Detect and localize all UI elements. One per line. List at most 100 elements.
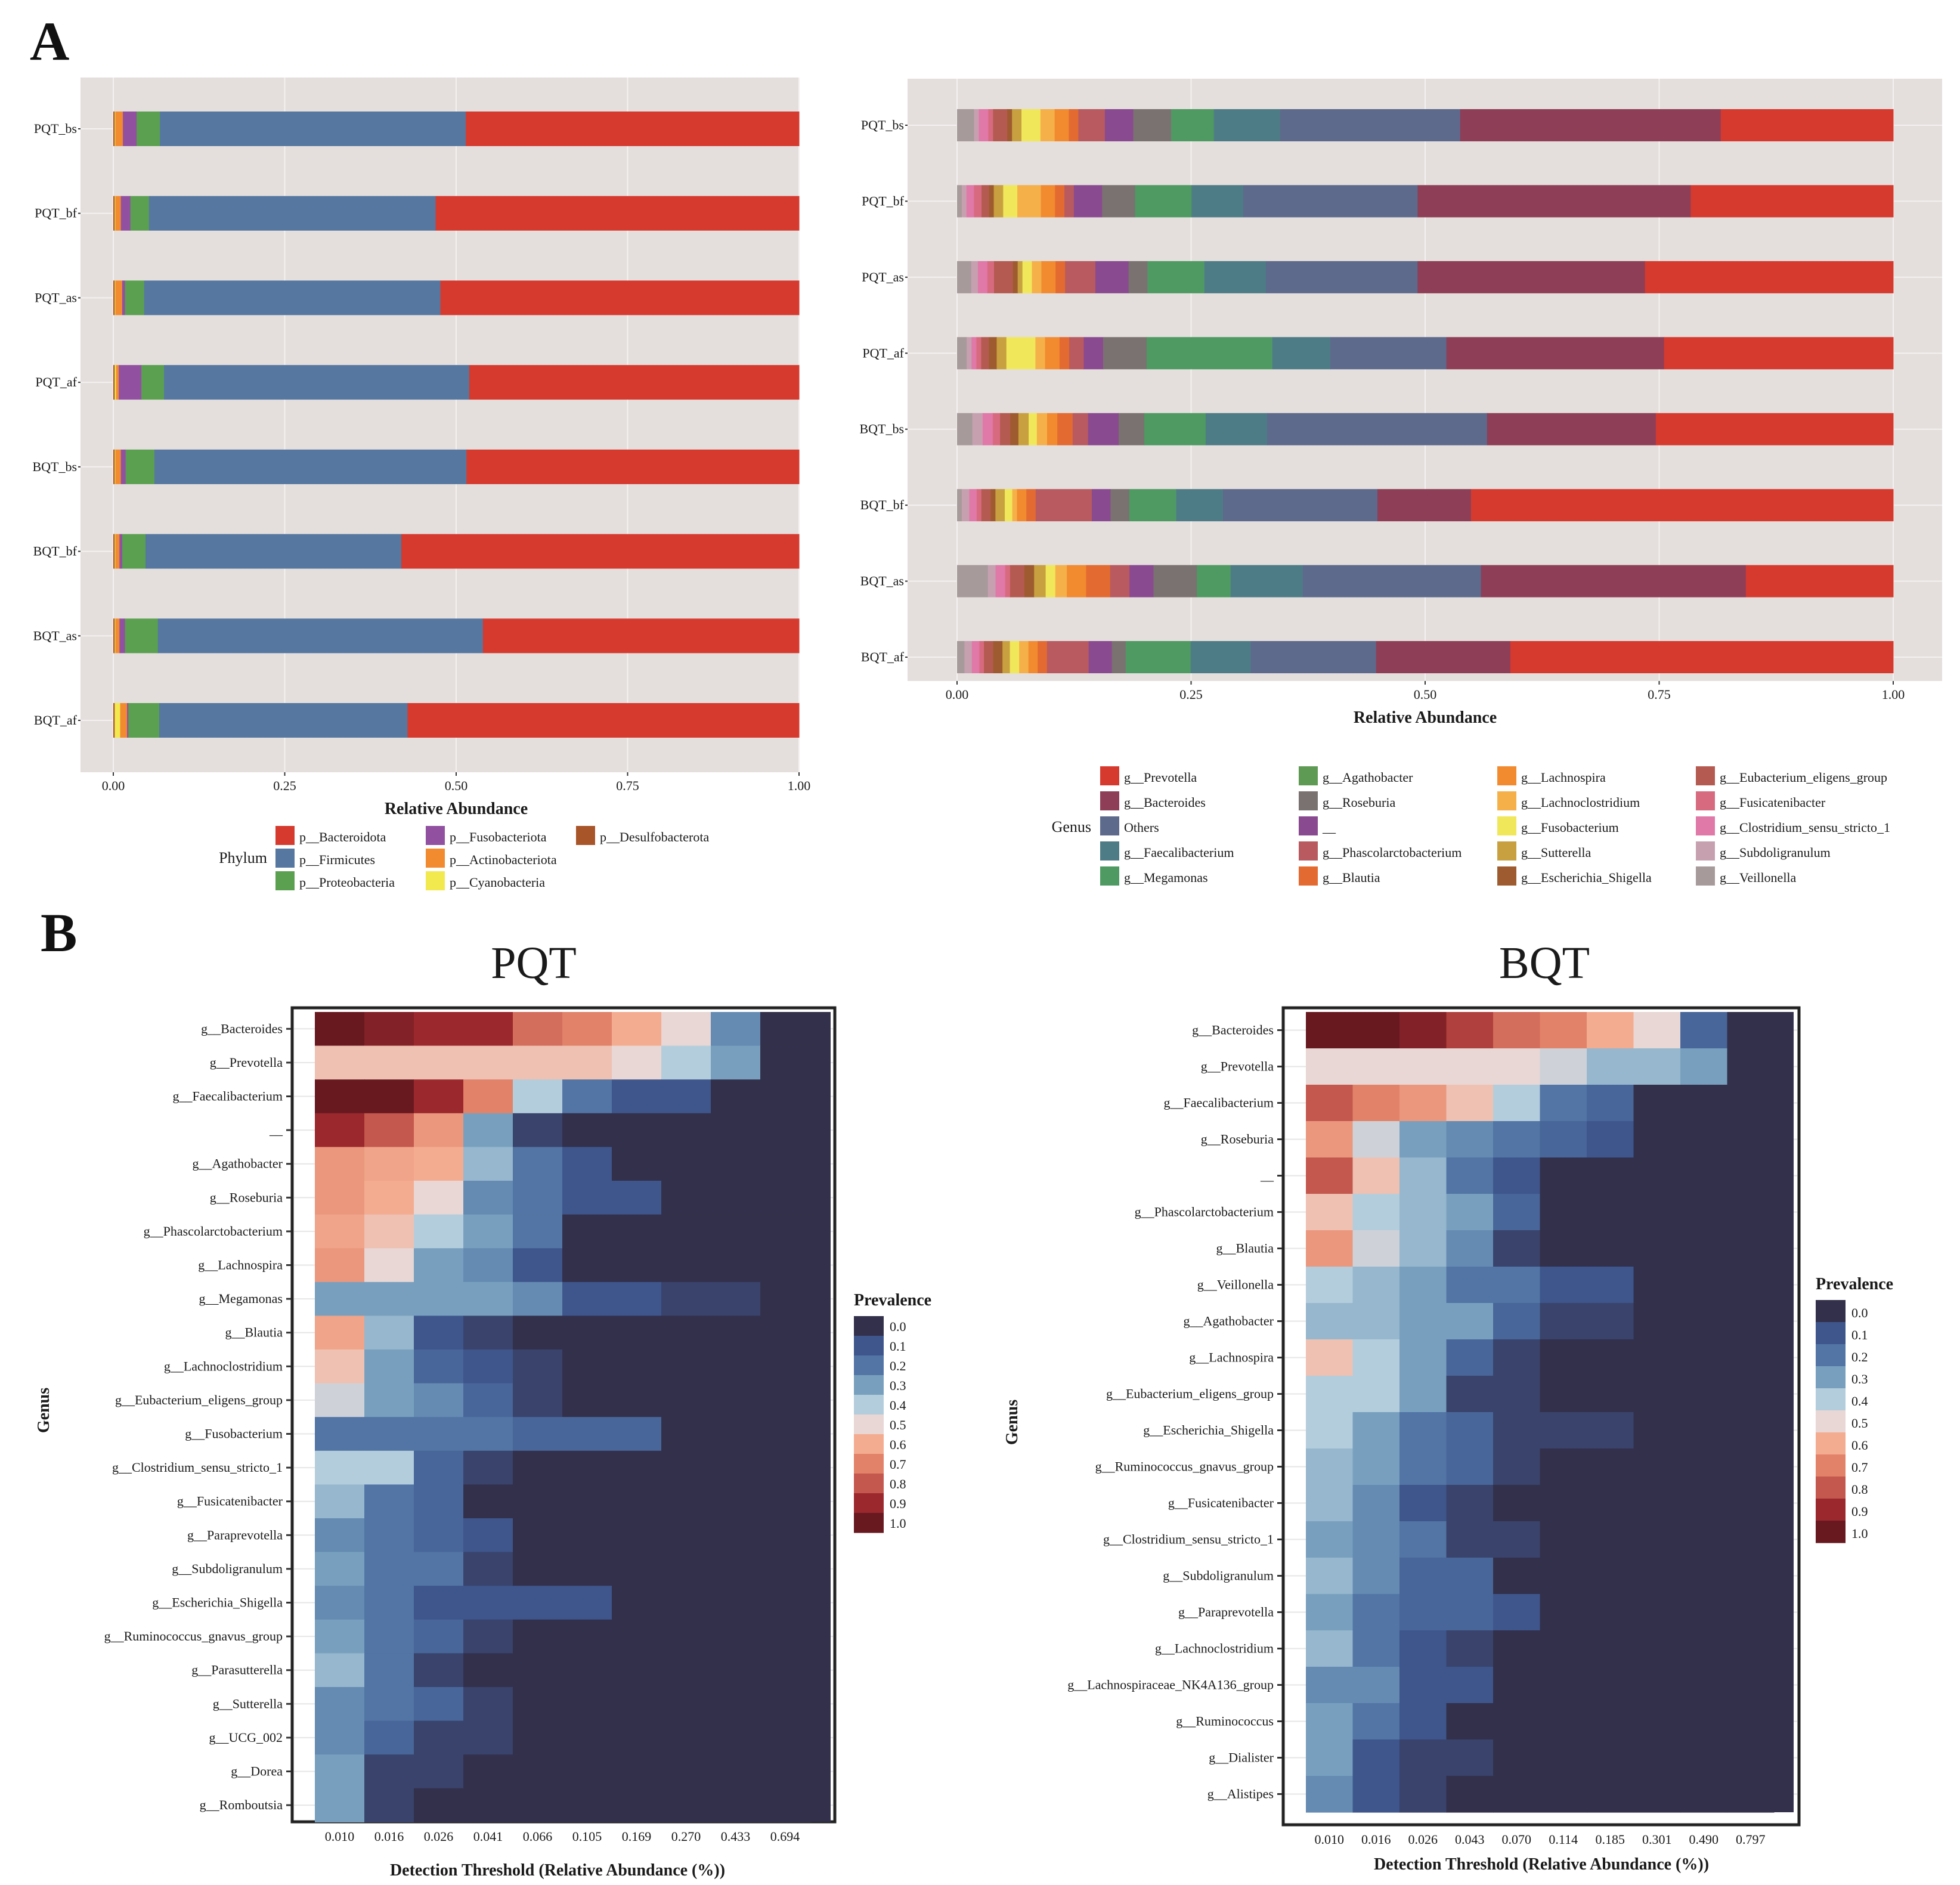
heat-cell xyxy=(1306,1012,1354,1049)
bar-segment-g-fusicatenibacter xyxy=(993,413,1001,445)
heat-cell xyxy=(513,1552,563,1586)
legend-label: 0.1 xyxy=(890,1339,906,1354)
heat-cell xyxy=(661,1383,711,1417)
panel-letter-a: A xyxy=(30,11,69,72)
legend-item-g-blautia: g__Blautia xyxy=(1299,866,1380,886)
legend-item-g-subdoligranulum: g__Subdoligranulum xyxy=(1696,841,1831,861)
bar-segment-p-proteobacteria xyxy=(130,196,150,231)
heat-cell xyxy=(1446,1157,1494,1194)
heat-cell xyxy=(463,1147,513,1181)
bar-segment-p-firmicutes xyxy=(164,365,470,400)
bar-segment-g-clostridium-sensu-stricto-1 xyxy=(971,641,980,673)
y-tick-label: g__Ruminococcus_gnavus_group xyxy=(1095,1459,1274,1474)
bar-segment-g-sutterella xyxy=(1034,565,1046,598)
legend-label: 0.0 xyxy=(890,1319,906,1334)
bar-segment-g-blautia xyxy=(1069,109,1079,141)
legend-item-g-bacteroides: g__Bacteroides xyxy=(1100,791,1206,810)
legend-swatch xyxy=(1100,791,1119,810)
y-tick-label: g__Fusicatenibacter xyxy=(177,1494,283,1509)
legend-item-g-veillonella: g__Veillonella xyxy=(1696,866,1797,886)
bar-segment-g-lachnospira xyxy=(1054,109,1070,141)
heat-cell xyxy=(760,1045,810,1080)
heat-cell xyxy=(1399,1048,1447,1085)
bar-segment-g-lachnoclostridium xyxy=(1017,185,1042,218)
legend-swatch xyxy=(1696,841,1715,861)
y-tick-label: g__Paraprevotella xyxy=(1178,1605,1274,1620)
heat-cell xyxy=(612,1045,662,1080)
heat-cell xyxy=(1587,1412,1634,1449)
y-tick-label: g__Lachnospira xyxy=(1189,1350,1274,1365)
heat-cell xyxy=(414,1687,464,1722)
heat-cell xyxy=(760,1518,810,1553)
heat-cell xyxy=(711,1484,761,1519)
heat-cell xyxy=(1633,1157,1681,1194)
heat-cell xyxy=(463,1450,513,1485)
legend-item-g-lachnoclostridium: g__Lachnoclostridium xyxy=(1497,791,1640,810)
bar-segment-g-faecalibacterium xyxy=(1204,261,1267,293)
heat-cell xyxy=(1587,1521,1634,1558)
bar-segment-g-fusicatenibacter xyxy=(1005,565,1011,598)
bar-segment-g-escherichia-shigella xyxy=(993,641,1003,673)
legend-item-g-escherichia-shigella: g__Escherichia_Shigella xyxy=(1497,866,1652,886)
bar-segment-g-blautia xyxy=(1057,413,1073,445)
heat-cell xyxy=(562,1788,612,1822)
heat-cell xyxy=(315,1619,365,1654)
legend-label: __ xyxy=(1322,820,1336,835)
heat-cell xyxy=(760,1079,810,1114)
bar-segment-p-proteobacteria xyxy=(141,365,165,400)
heat-cell xyxy=(1352,1303,1400,1340)
heat-cell xyxy=(1540,1630,1587,1667)
bar-segment-p-desulfobacterota xyxy=(113,196,115,231)
heat-cell xyxy=(760,1450,810,1485)
legend-label: 0.9 xyxy=(890,1496,906,1511)
heat-cell xyxy=(364,1586,414,1620)
heat-cell xyxy=(1727,1157,1775,1194)
heat-cell xyxy=(562,1113,612,1147)
heat-cell xyxy=(1587,1121,1634,1158)
bar-segment-g-fusobacterium xyxy=(1045,565,1056,598)
heat-cell xyxy=(612,1147,662,1181)
heatmap-title: BQT xyxy=(1499,938,1590,988)
x-tick-label: 0.433 xyxy=(721,1829,751,1844)
bar-segment-g-subdoligranulum xyxy=(964,641,973,673)
heat-cell xyxy=(364,1720,414,1755)
heat-cell xyxy=(1493,1121,1541,1158)
y-tick-label: g__Megamonas xyxy=(199,1291,283,1306)
heat-cell xyxy=(1446,1667,1494,1704)
legend-item-g-fusicatenibacter: g__Fusicatenibacter xyxy=(1696,791,1826,810)
bar-segment-p-proteobacteria xyxy=(125,449,155,484)
heat-cell xyxy=(414,1484,464,1519)
bar-segment-g-fusicatenibacter xyxy=(976,337,982,370)
heat-cell xyxy=(1587,1630,1634,1667)
bar-segment-g-phascolarctobacterium xyxy=(1110,565,1130,598)
heat-cell xyxy=(1587,1048,1634,1085)
heat-cell xyxy=(711,1653,761,1688)
bar-segment-g-eubacterium-eligens-group xyxy=(981,337,990,370)
legend-swatch xyxy=(1696,791,1715,810)
heat-cell xyxy=(1493,1085,1541,1122)
heat-cell xyxy=(1446,1739,1494,1776)
heat-cell xyxy=(760,1181,810,1215)
heat-cell xyxy=(1540,1121,1587,1158)
heat-cell xyxy=(1727,1376,1775,1413)
legend-swatch xyxy=(1816,1366,1846,1389)
heat-cell xyxy=(711,1383,761,1417)
bar-segment-g-escherichia-shigella xyxy=(990,489,996,522)
heat-cell xyxy=(1306,1703,1354,1740)
bar-segment-g-prevotella xyxy=(1664,337,1894,370)
y-tick-label: PQT_bs xyxy=(861,117,904,132)
bar-segment-p-desulfobacterota xyxy=(113,280,115,315)
heat-cell xyxy=(1680,1085,1728,1122)
heat-cell xyxy=(414,1653,464,1688)
bar-segment-g-megamonas xyxy=(1146,337,1273,370)
bar-segment-p-cyanobacteria xyxy=(114,112,116,146)
heat-cell xyxy=(1587,1558,1634,1595)
heat-cell xyxy=(1540,1012,1587,1049)
heat-cell xyxy=(364,1687,414,1722)
heat-cell xyxy=(315,1248,365,1283)
bar-segment-g-blautia xyxy=(1026,489,1036,522)
heat-cell xyxy=(1587,1012,1634,1049)
bar-segment-p-proteobacteria xyxy=(122,534,146,569)
heat-cell xyxy=(562,1181,612,1215)
heat-cell xyxy=(711,1788,761,1822)
